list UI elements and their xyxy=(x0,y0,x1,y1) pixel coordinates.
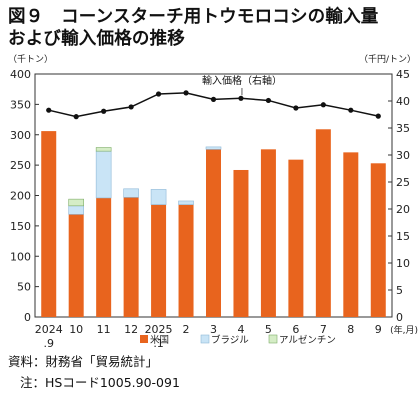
bar-brazil xyxy=(95,150,112,199)
x-tick-label: 10 xyxy=(69,323,83,336)
x-unit-label: (年,月) xyxy=(390,324,418,336)
x-tick-label: 11 xyxy=(97,323,111,336)
x-tick-label: 2024 xyxy=(35,323,63,336)
bars xyxy=(41,129,386,317)
source-note: 資料：財務省「貿易統計」 xyxy=(8,354,159,369)
bar-us xyxy=(206,149,221,317)
bar-us xyxy=(260,149,276,317)
legend-us-swatch xyxy=(140,335,148,343)
left-tick-label: 100 xyxy=(10,250,31,263)
left-tick-label: 400 xyxy=(10,68,31,81)
right-tick-label: 30 xyxy=(396,149,410,162)
x-tick-label: 2 xyxy=(183,323,190,336)
right-tick-label: 15 xyxy=(396,230,410,243)
title-line-2: および輸入価格の推移 xyxy=(8,29,185,49)
right-tick-label: 0 xyxy=(396,311,403,324)
price-point xyxy=(238,95,244,101)
right-tick-label: 25 xyxy=(396,176,410,189)
chart-title: 図９ コーンスターチ用トウモロコシの輸入量 および輸入価格の推移 xyxy=(8,6,418,50)
bar-us xyxy=(288,159,304,317)
x-tick-label: 6 xyxy=(292,323,299,336)
left-axis-label: （千トン） xyxy=(8,54,53,65)
price-point xyxy=(101,108,107,114)
left-tick-label: 50 xyxy=(17,281,31,294)
x-tick-label: 2025 xyxy=(145,323,173,336)
bar-brazil xyxy=(178,200,194,205)
x-tick-label: 3 xyxy=(210,323,217,336)
right-tick-label: 10 xyxy=(396,257,410,270)
bar-brazil xyxy=(68,205,84,215)
bar-us xyxy=(41,131,57,317)
bar-us xyxy=(178,204,194,317)
x-tick-label: 8 xyxy=(347,323,354,336)
price-line xyxy=(46,88,381,120)
left-tick-label: 150 xyxy=(10,220,31,233)
price-line-path xyxy=(48,92,379,118)
x-tick-label: 5 xyxy=(265,323,272,336)
bar-brazil xyxy=(150,189,167,205)
price-point xyxy=(320,102,326,108)
right-tick-label: 5 xyxy=(396,284,403,297)
bar-us xyxy=(123,197,139,317)
x-tick-label: 7 xyxy=(320,323,327,336)
left-tick-label: 350 xyxy=(10,98,31,111)
bar-us xyxy=(315,129,331,317)
right-axis-label: （千円/トン） xyxy=(359,54,416,65)
axis-labels: 0501001502002503003504000510152025303540… xyxy=(8,54,418,350)
bar-us xyxy=(96,197,112,317)
legend: 米国 ブラジル アルゼンチン xyxy=(140,334,336,346)
bar-argentina xyxy=(95,147,112,152)
right-tick-label: 40 xyxy=(396,95,410,108)
bar-us xyxy=(343,152,359,317)
bar-us xyxy=(151,204,167,317)
left-tick-label: 0 xyxy=(24,311,31,324)
x-tick-label: 4 xyxy=(237,323,244,336)
price-point xyxy=(46,107,52,113)
price-point xyxy=(155,91,162,97)
price-point xyxy=(375,113,381,119)
bar-brazil xyxy=(205,146,222,150)
price-point xyxy=(348,107,354,113)
right-tick-label: 45 xyxy=(396,68,410,81)
hs-code-note: 注：HSコード1005.90-091 xyxy=(20,375,180,390)
bar-argentina xyxy=(68,198,84,207)
title-line-1: 図９ コーンスターチ用トウモロコシの輸入量 xyxy=(8,7,379,27)
legend-us-label: 米国 xyxy=(150,334,169,346)
left-tick-label: 300 xyxy=(10,129,31,142)
price-point xyxy=(73,114,79,120)
price-point xyxy=(210,96,217,102)
left-tick-label: 200 xyxy=(10,190,31,203)
x-tick-label: 12 xyxy=(124,323,138,336)
price-point xyxy=(265,97,272,104)
price-annotation: 輸入価格（右軸） xyxy=(202,74,282,87)
bar-us xyxy=(370,163,386,317)
bar-us xyxy=(68,214,84,317)
bar-us xyxy=(233,169,249,317)
x-tick-label: .1 xyxy=(153,337,164,350)
left-tick-label: 250 xyxy=(10,159,31,172)
legend-argentina-swatch xyxy=(268,334,278,344)
x-tick-label: .9 xyxy=(43,337,54,350)
legend-brazil-swatch xyxy=(200,334,210,344)
legend-argentina-label: アルゼンチン xyxy=(279,334,336,346)
right-tick-label: 20 xyxy=(396,203,410,216)
price-point xyxy=(183,90,189,96)
bar-brazil xyxy=(123,188,139,198)
legend-brazil-label: ブラジル xyxy=(211,334,249,346)
price-point xyxy=(128,104,134,110)
x-tick-label: 9 xyxy=(375,323,382,336)
price-point xyxy=(293,105,299,111)
right-tick-label: 35 xyxy=(396,122,410,135)
